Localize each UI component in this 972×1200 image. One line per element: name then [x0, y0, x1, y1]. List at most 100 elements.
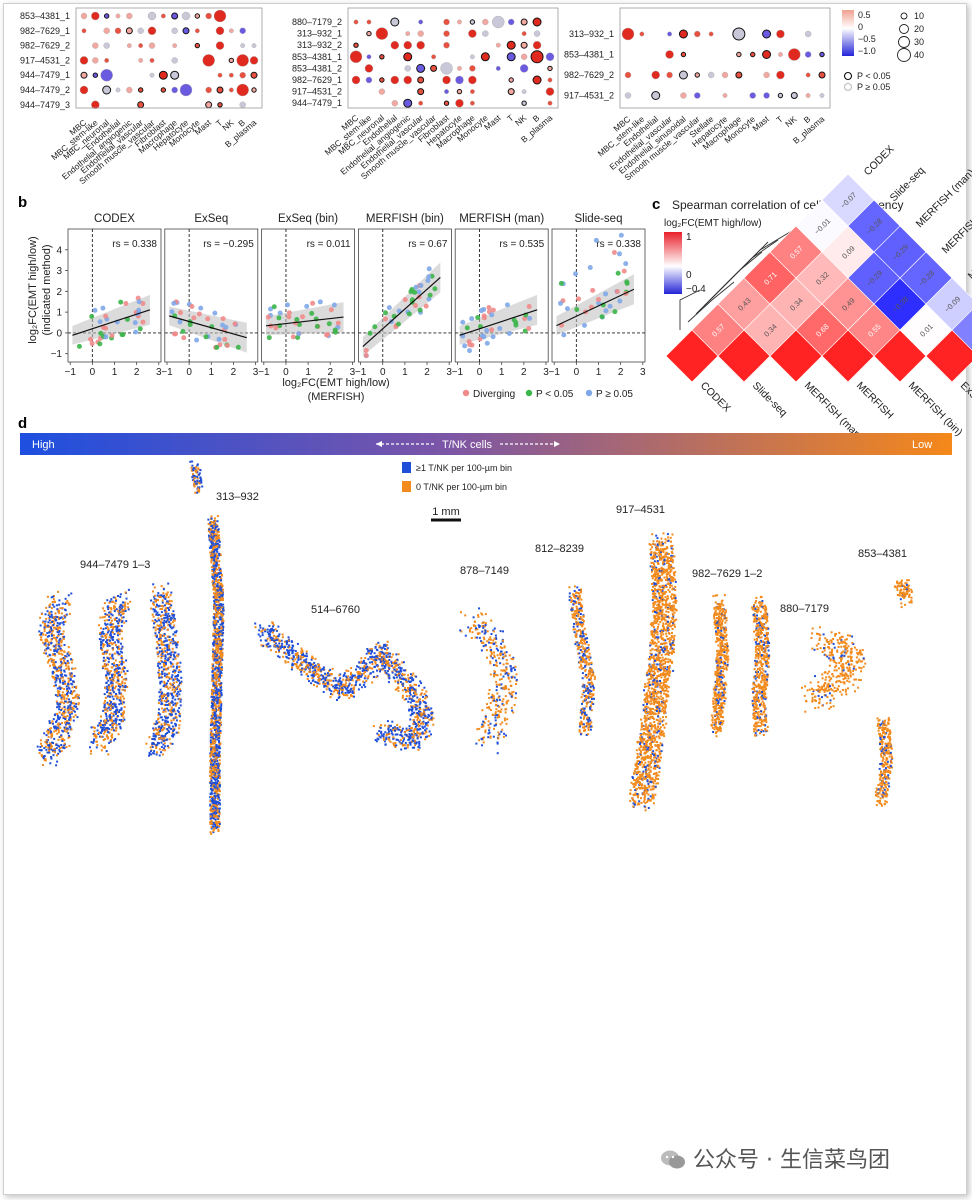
- tissue-bin: [207, 518, 210, 521]
- tissue-bin: [339, 677, 342, 680]
- tissue-bin: [119, 614, 122, 617]
- tissue-bin: [221, 631, 224, 634]
- panel-b-point: [425, 278, 431, 284]
- tissue-bin: [159, 620, 162, 623]
- tissue-bin: [213, 733, 216, 736]
- a-mid-dot: [365, 76, 373, 84]
- a-mid-dot: [521, 31, 527, 36]
- tissue-bin: [151, 742, 154, 745]
- a-left-dot: [126, 86, 133, 94]
- tissue-bin: [44, 642, 47, 645]
- tissue-bin: [157, 655, 160, 658]
- tissue-bin: [167, 716, 169, 719]
- a-mid-dot: [532, 17, 542, 27]
- panel-b-point: [118, 299, 124, 305]
- tissue-bin: [106, 701, 109, 704]
- tissue-bin: [57, 738, 60, 741]
- tissue-bin: [159, 716, 162, 719]
- tissue-bin: [164, 657, 167, 660]
- tissue-bin: [55, 640, 58, 643]
- tissue-bin: [164, 655, 167, 658]
- tissue-bin: [208, 546, 211, 549]
- tissue-bin: [161, 753, 164, 756]
- tissue-bin: [290, 668, 293, 671]
- tissue-bin: [213, 525, 216, 527]
- a-left-dot: [251, 43, 257, 48]
- tissue-bin: [221, 593, 224, 596]
- tissue-bin: [217, 601, 220, 604]
- tissue-bin: [170, 728, 173, 730]
- tissue-bin: [216, 545, 219, 548]
- tissue-bin: [211, 556, 214, 559]
- tissue-bin: [117, 645, 120, 648]
- tissue-bin: [99, 632, 102, 634]
- tissue-bin: [170, 676, 173, 679]
- tissue-bin: [69, 678, 72, 681]
- tissue-bin: [62, 657, 65, 659]
- panel-d: d High Low T/NK cells ≥1 T/NK per 100-µm…: [18, 415, 952, 835]
- panel-b-facet-title: MERFISH (bin): [366, 213, 444, 225]
- tissue-bin: [158, 666, 161, 669]
- tissue-bin: [209, 551, 212, 554]
- tissue-bin: [217, 644, 220, 647]
- tissue-bin: [161, 618, 164, 621]
- tissue-bin: [326, 672, 329, 675]
- panel-b-point: [220, 316, 226, 322]
- tissue-bin: [54, 617, 57, 620]
- panel-a-colorbar-ticks: 0.50−0.5−1.0: [858, 10, 876, 56]
- tissue-bin: [101, 665, 104, 668]
- panel-b-point: [198, 305, 204, 311]
- tissue-bin: [308, 680, 310, 683]
- tissue-bin: [109, 717, 112, 720]
- tissue-bin: [349, 690, 352, 693]
- tissue-bin: [199, 469, 202, 471]
- tissue-bin: [108, 727, 111, 730]
- tissue-bin: [155, 613, 158, 616]
- tissue-bin: [68, 708, 71, 711]
- a-mid-dot: [533, 30, 541, 37]
- tissue-bin: [264, 628, 267, 631]
- tissue-bin: [315, 673, 318, 675]
- tissue-bin: [109, 670, 112, 672]
- tissue-bin: [106, 657, 109, 659]
- tissue-bin: [158, 691, 161, 694]
- tissue-bin: [212, 584, 215, 587]
- tissue-bin: [164, 716, 167, 719]
- tissue-bin: [221, 643, 224, 646]
- tissue-bin: [213, 522, 215, 525]
- panel-b-xtick-label: 3: [640, 367, 646, 378]
- tissue-bin: [105, 687, 108, 690]
- tissue-bin: [115, 608, 118, 611]
- tissue-bin: [106, 645, 109, 648]
- tissue-bin: [47, 647, 50, 650]
- a-mid-dot: [506, 52, 516, 62]
- tissue-bin: [218, 702, 221, 705]
- tissue-bin: [212, 581, 215, 584]
- a-left-dot: [194, 28, 200, 34]
- tissue-bin: [124, 607, 127, 610]
- tissue-bin: [102, 724, 104, 726]
- tissue-bin: [124, 605, 127, 608]
- tissue-bin: [217, 528, 220, 531]
- panel-b-point: [607, 303, 613, 309]
- tissue-bin: [100, 715, 102, 718]
- tissue-bin: [159, 608, 162, 610]
- tissue-bin: [155, 720, 158, 723]
- tissue-bin: [157, 718, 159, 721]
- tissue-bin: [159, 621, 162, 624]
- a-mid-dot: [469, 65, 476, 72]
- tissue-bin: [42, 757, 45, 760]
- tissue-bin: [266, 637, 269, 640]
- tissue-bin: [53, 678, 56, 681]
- tissue-bin: [166, 721, 169, 723]
- tissue-bin: [117, 611, 120, 614]
- tissue-bin: [300, 673, 303, 676]
- tissue-bin: [109, 738, 112, 741]
- tissue-bin: [158, 625, 160, 627]
- tissue-bin: [166, 614, 169, 617]
- tissue-bin: [218, 769, 221, 772]
- tissue-bin: [169, 682, 172, 685]
- tissue-bin: [174, 698, 177, 701]
- tissue-bin: [58, 750, 61, 753]
- tissue-bin: [211, 575, 214, 578]
